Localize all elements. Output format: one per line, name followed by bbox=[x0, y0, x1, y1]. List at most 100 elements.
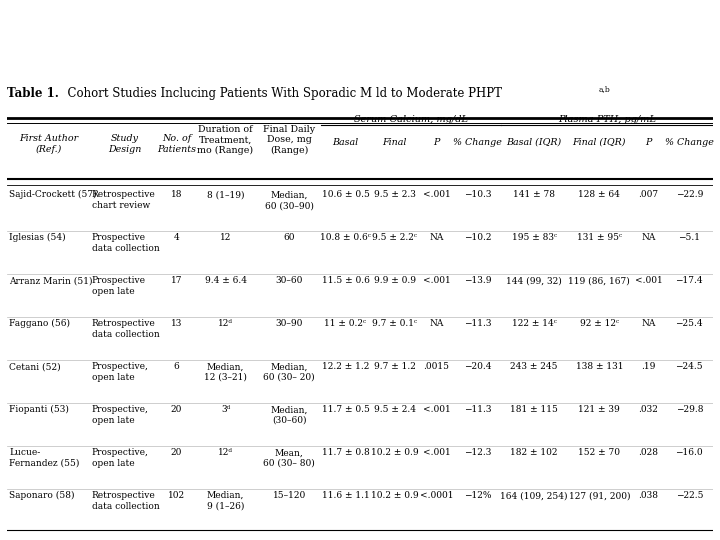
Text: 10.2 ± 0.9: 10.2 ± 0.9 bbox=[371, 448, 418, 457]
Text: .007: .007 bbox=[639, 191, 659, 199]
Text: 144 (99, 32): 144 (99, 32) bbox=[506, 276, 562, 285]
Text: Retrospective
chart review: Retrospective chart review bbox=[91, 191, 156, 210]
Text: 4: 4 bbox=[174, 233, 179, 242]
Text: 243 ± 245: 243 ± 245 bbox=[510, 362, 558, 371]
Text: Table 1.: Table 1. bbox=[7, 87, 59, 100]
Text: P: P bbox=[433, 138, 440, 147]
Text: Retrospective
data collection: Retrospective data collection bbox=[91, 319, 160, 339]
Text: −16.0: −16.0 bbox=[675, 448, 703, 457]
Text: 11.7 ± 0.8: 11.7 ± 0.8 bbox=[322, 448, 369, 457]
Text: 102: 102 bbox=[168, 491, 185, 500]
Text: −22.5: −22.5 bbox=[675, 491, 703, 500]
Text: −17.4: −17.4 bbox=[675, 276, 703, 285]
Text: <.001: <.001 bbox=[634, 276, 662, 285]
Text: Cetani (52): Cetani (52) bbox=[9, 362, 61, 371]
Text: .028: .028 bbox=[639, 448, 659, 457]
Text: Basal (IQR): Basal (IQR) bbox=[507, 138, 562, 147]
Text: 9.5 ± 2.2ᶜ: 9.5 ± 2.2ᶜ bbox=[372, 233, 417, 242]
Text: 9.4 ± 6.4: 9.4 ± 6.4 bbox=[204, 276, 246, 285]
Text: Final: Final bbox=[382, 138, 407, 147]
Text: −12.3: −12.3 bbox=[464, 448, 491, 457]
Text: Final Daily
Dose, mg
(Range): Final Daily Dose, mg (Range) bbox=[263, 125, 315, 156]
Text: 15–120: 15–120 bbox=[273, 491, 306, 500]
Text: 141 ± 78: 141 ± 78 bbox=[513, 191, 555, 199]
Text: P: P bbox=[645, 138, 652, 147]
Text: <.001: <.001 bbox=[423, 405, 451, 414]
Text: % Change: % Change bbox=[665, 138, 714, 147]
Text: 20: 20 bbox=[171, 448, 182, 457]
Text: 12ᵈ: 12ᵈ bbox=[218, 448, 233, 457]
Text: <.0001: <.0001 bbox=[420, 491, 454, 500]
Text: Serum Calcium, mg/dL: Serum Calcium, mg/dL bbox=[354, 115, 468, 124]
Text: a,b: a,b bbox=[598, 85, 611, 93]
Text: 181 ± 115: 181 ± 115 bbox=[510, 405, 558, 414]
Text: Faggano (56): Faggano (56) bbox=[9, 319, 71, 328]
Text: 20: 20 bbox=[171, 405, 182, 414]
Text: 9.7 ± 1.2: 9.7 ± 1.2 bbox=[374, 362, 415, 371]
Text: 138 ± 131: 138 ± 131 bbox=[575, 362, 623, 371]
Text: 13: 13 bbox=[171, 319, 182, 328]
Text: 164 (109, 254): 164 (109, 254) bbox=[500, 491, 568, 500]
Text: 8 (1–19): 8 (1–19) bbox=[207, 191, 244, 199]
Text: Duration of
Treatment,
mo (Range): Duration of Treatment, mo (Range) bbox=[197, 125, 253, 156]
Text: 12: 12 bbox=[220, 233, 231, 242]
Text: 195 ± 83ᶜ: 195 ± 83ᶜ bbox=[512, 233, 557, 242]
Text: .0015: .0015 bbox=[423, 362, 449, 371]
Text: Arranz Marin (51): Arranz Marin (51) bbox=[9, 276, 93, 285]
Text: 9.9 ± 0.9: 9.9 ± 0.9 bbox=[374, 276, 415, 285]
Text: First Author
(Ref.): First Author (Ref.) bbox=[19, 134, 78, 154]
Text: .038: .038 bbox=[639, 491, 659, 500]
Text: −10.2: −10.2 bbox=[464, 233, 491, 242]
Text: −10.3: −10.3 bbox=[464, 191, 491, 199]
Text: 122 ± 14ᶜ: 122 ± 14ᶜ bbox=[512, 319, 557, 328]
Text: 128 ± 64: 128 ± 64 bbox=[578, 191, 620, 199]
Text: 3ᵈ: 3ᵈ bbox=[221, 405, 230, 414]
Text: 11.6 ± 1.1: 11.6 ± 1.1 bbox=[322, 491, 369, 500]
Text: 9.7 ± 0.1ᶜ: 9.7 ± 0.1ᶜ bbox=[372, 319, 418, 328]
Text: 92 ± 12ᶜ: 92 ± 12ᶜ bbox=[580, 319, 619, 328]
Text: −20.4: −20.4 bbox=[464, 362, 491, 371]
Text: Median,
12 (3–21): Median, 12 (3–21) bbox=[204, 362, 247, 382]
Text: Median,
60 (30– 20): Median, 60 (30– 20) bbox=[264, 362, 315, 382]
Text: −12%: −12% bbox=[464, 491, 491, 500]
Text: Final (IQR): Final (IQR) bbox=[572, 138, 626, 147]
Text: −11.3: −11.3 bbox=[464, 405, 491, 414]
Text: −13.9: −13.9 bbox=[464, 276, 491, 285]
Text: 11.5 ± 0.6: 11.5 ± 0.6 bbox=[322, 276, 369, 285]
Text: Iglesias (54): Iglesias (54) bbox=[9, 233, 66, 242]
Text: Median,
9 (1–26): Median, 9 (1–26) bbox=[207, 491, 244, 511]
Text: 9.5 ± 2.3: 9.5 ± 2.3 bbox=[374, 191, 415, 199]
Text: NA: NA bbox=[429, 233, 444, 242]
Text: 10.6 ± 0.5: 10.6 ± 0.5 bbox=[322, 191, 369, 199]
Text: Mean,
60 (30– 80): Mean, 60 (30– 80) bbox=[264, 448, 315, 468]
Text: 131 ± 95ᶜ: 131 ± 95ᶜ bbox=[577, 233, 622, 242]
Text: 30–90: 30–90 bbox=[276, 319, 303, 328]
Text: Plasma PTH, pg/mL: Plasma PTH, pg/mL bbox=[558, 115, 656, 124]
Text: <.001: <.001 bbox=[423, 448, 451, 457]
Text: <.001: <.001 bbox=[423, 191, 451, 199]
Text: .19: .19 bbox=[642, 362, 656, 371]
Text: % Change: % Change bbox=[453, 138, 502, 147]
Text: Prospective,
open late: Prospective, open late bbox=[91, 448, 148, 468]
Text: −22.9: −22.9 bbox=[675, 191, 703, 199]
Text: Study
Design: Study Design bbox=[108, 134, 141, 154]
Text: Median,
(30–60): Median, (30–60) bbox=[271, 405, 308, 425]
Text: Saponaro (58): Saponaro (58) bbox=[9, 491, 75, 500]
Text: 60: 60 bbox=[284, 233, 295, 242]
Text: 6: 6 bbox=[174, 362, 179, 371]
Text: 127 (91, 200): 127 (91, 200) bbox=[569, 491, 630, 500]
Text: Prospective
open late: Prospective open late bbox=[91, 276, 145, 296]
Text: Sajid-Crockett (57): Sajid-Crockett (57) bbox=[9, 191, 97, 199]
Text: 11.7 ± 0.5: 11.7 ± 0.5 bbox=[322, 405, 369, 414]
Text: 152 ± 70: 152 ± 70 bbox=[578, 448, 621, 457]
Text: −5.1: −5.1 bbox=[678, 233, 701, 242]
Text: Prospective
data collection: Prospective data collection bbox=[91, 233, 160, 253]
Text: NA: NA bbox=[642, 233, 656, 242]
Text: 18: 18 bbox=[171, 191, 182, 199]
Text: .032: .032 bbox=[639, 405, 658, 414]
Text: Prospective,
open late: Prospective, open late bbox=[91, 362, 148, 382]
Text: 10.2 ± 0.9: 10.2 ± 0.9 bbox=[371, 491, 418, 500]
Text: <.001: <.001 bbox=[423, 276, 451, 285]
Text: Cohort Studies Inclucing Patients With Sporadic M ld to Moderate PHPT: Cohort Studies Inclucing Patients With S… bbox=[60, 87, 502, 100]
Text: 10.8 ± 0.6ᶜ: 10.8 ± 0.6ᶜ bbox=[320, 233, 371, 242]
